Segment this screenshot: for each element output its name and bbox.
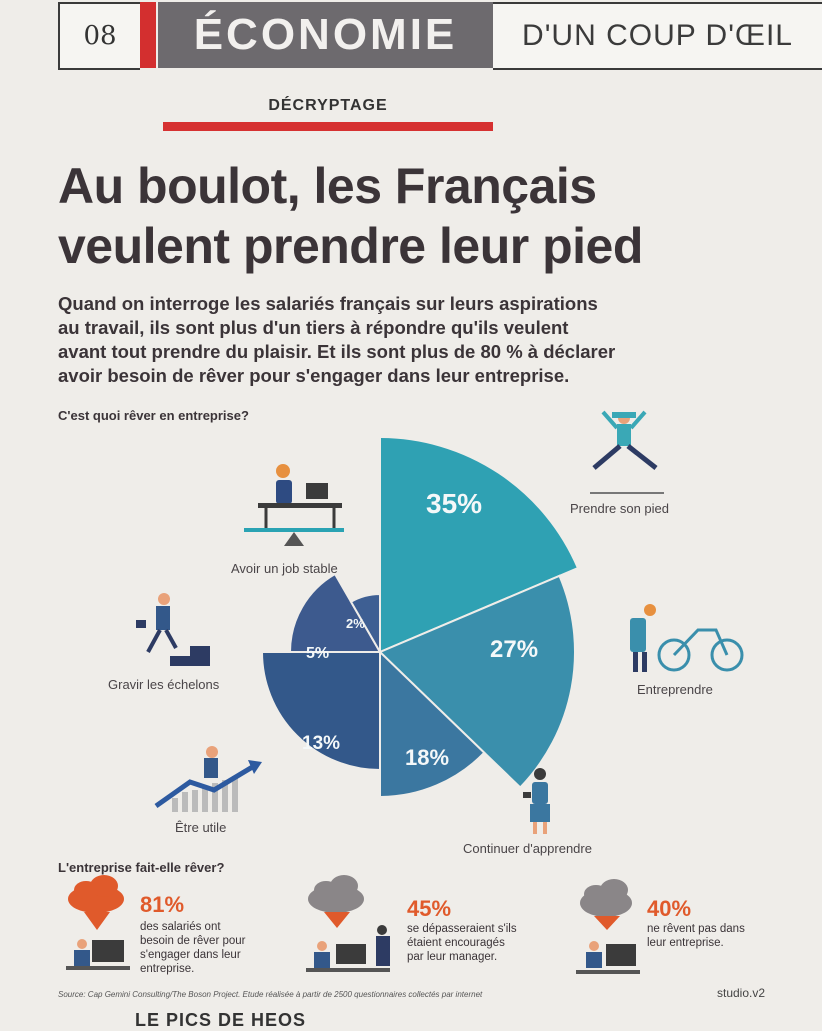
slice-label-35: 35%: [426, 488, 483, 519]
pie-slice-18: [379, 649, 486, 799]
stat-1-line-3: s'engager dans leur: [140, 949, 241, 961]
growth-arrow-icon: [154, 746, 262, 812]
stat-text-3: ne rêvent pas dans leur entreprise.: [647, 922, 745, 950]
stat-1-line-1: des salariés ont: [140, 921, 221, 933]
section-title: ÉCONOMIE: [158, 2, 493, 68]
page-header: 08 ÉCONOMIE D'UN COUP D'ŒIL: [58, 2, 822, 70]
headline-line-2: veulent prendre leur pied: [58, 218, 643, 274]
credit: studio.v2: [717, 986, 766, 1000]
dreamer-cloud-icon-1: [66, 875, 130, 970]
stat-1-line-4: entreprise.: [140, 963, 195, 975]
stairs-climber-icon: [132, 593, 210, 666]
stat-text-1: des salariés ont besoin de rêver pour s'…: [140, 920, 245, 976]
bicycle-person-icon: [630, 604, 744, 672]
pie-slice-2: [349, 592, 381, 656]
category-prendre-son-pied: Prendre son pied: [570, 501, 670, 516]
stat-value-1: 81%: [140, 892, 185, 917]
learner-person-icon: [523, 768, 550, 834]
stat-2-line-3: par leur manager.: [407, 951, 498, 963]
pie-slice-13: [260, 651, 381, 772]
stat-text-2: se dépasseraient s'ils étaient encouragé…: [407, 922, 517, 964]
lead-line-1: Quand on interroge les salariés français…: [58, 293, 598, 314]
lead-line-2: au travail, ils sont plus d'un tiers à r…: [58, 317, 569, 338]
lead-paragraph: Quand on interroge les salariés français…: [58, 292, 718, 388]
slice-label-5: 5%: [306, 645, 330, 662]
headline-line-1: Au boulot, les Français: [58, 158, 597, 214]
category-entreprendre: Entreprendre: [637, 682, 713, 697]
page-number: 08: [58, 2, 140, 70]
stat-2-line-1: se dépasseraient s'ils: [407, 923, 517, 935]
stat-1-line-2: besoin de rêver pour: [140, 935, 246, 947]
lead-line-4: avoir besoin de rêver pour s'engager dan…: [58, 365, 570, 386]
category-gravir-echelons: Gravir les échelons: [108, 677, 220, 692]
slice-label-2: 2%: [346, 616, 365, 631]
stat-3-line-1: ne rêvent pas dans: [647, 923, 745, 935]
stat-2-line-2: étaient encouragés: [407, 937, 505, 949]
slice-label-27: 27%: [490, 636, 539, 663]
next-article-title: LE PICS DE HEOS: [135, 1010, 307, 1030]
desk-worker-icon: [244, 464, 344, 546]
rubric-title: D'UN COUP D'ŒIL: [493, 2, 822, 70]
stat-value-3: 40%: [647, 896, 692, 921]
slice-label-13: 13%: [302, 733, 341, 754]
pie-slices: [260, 435, 580, 799]
lead-line-3: avant tout prendre du plaisir. Et ils so…: [58, 341, 616, 362]
chart-title: C'est quoi rêver en entreprise?: [58, 408, 249, 423]
header-accent-strip: [140, 2, 156, 68]
kicker-underline: [163, 122, 493, 131]
category-continuer-apprendre: Continuer d'apprendre: [463, 841, 592, 856]
slice-label-18: 18%: [405, 745, 450, 770]
category-job-stable: Avoir un job stable: [231, 561, 338, 576]
stat-value-2: 45%: [407, 896, 452, 921]
kicker: DÉCRYPTAGE: [268, 97, 388, 114]
dream-section-title: L'entreprise fait-elle rêver?: [58, 860, 225, 875]
source-note: Source: Cap Gemini Consulting/The Boson …: [58, 990, 483, 999]
jumping-person-icon: [590, 410, 664, 494]
pie-slice-35: [379, 435, 580, 654]
category-etre-utile: Être utile: [175, 820, 227, 835]
pie-slice-27: [378, 574, 576, 789]
pie-slice-5: [288, 572, 382, 653]
stat-3-line-2: leur entreprise.: [647, 937, 724, 949]
dreamer-cloud-icon-2: [306, 875, 390, 972]
headline: Au boulot, les Français veulent prendre …: [58, 156, 758, 276]
dreamer-cloud-icon-3: [576, 879, 640, 974]
